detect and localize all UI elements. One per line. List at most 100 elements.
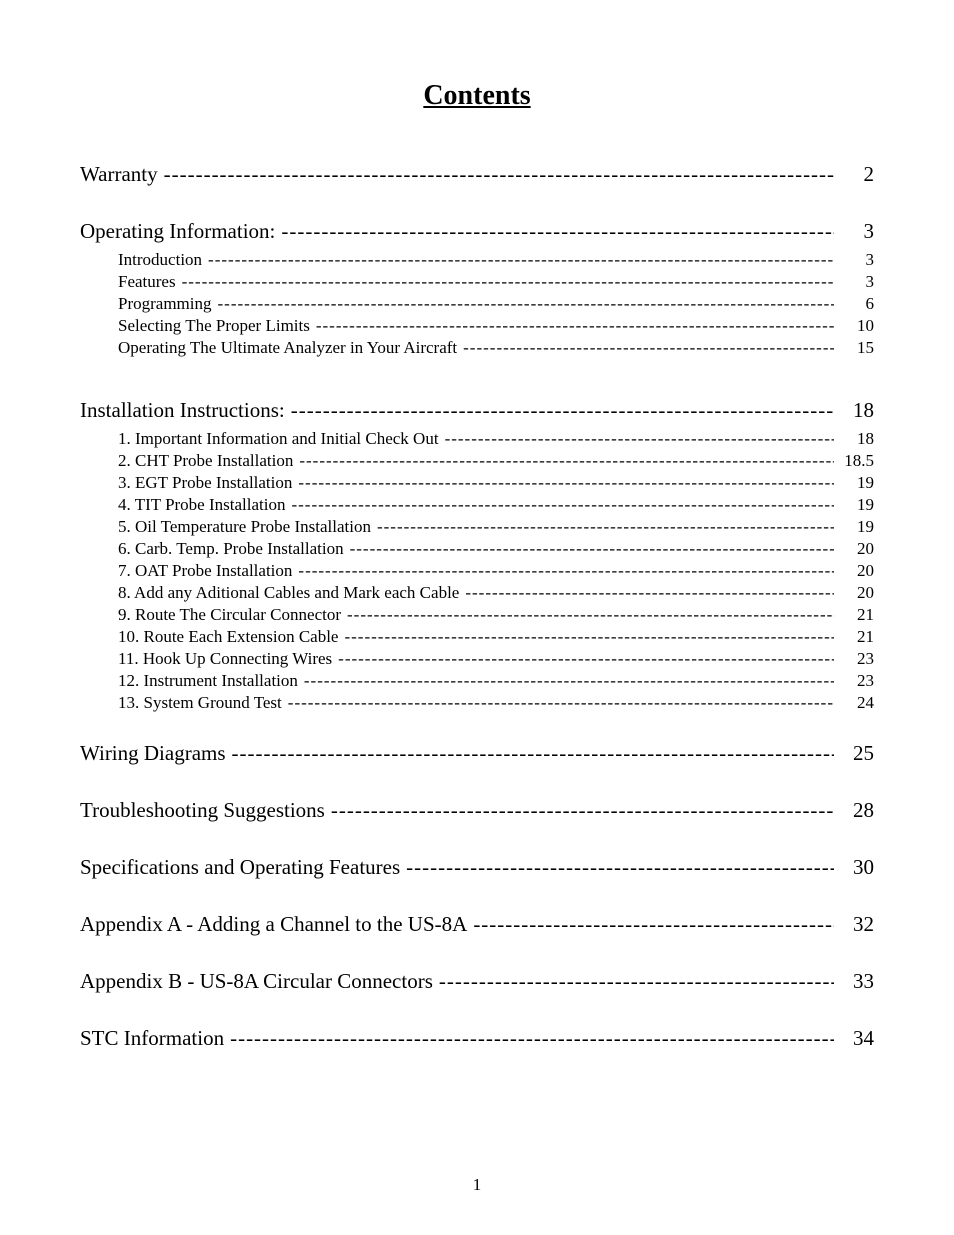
toc-leader-line: ----------------------------------------… — [164, 162, 834, 187]
toc-entry-page: 18.5 — [834, 451, 874, 471]
toc-leader-line: ----------------------------------------… — [465, 583, 834, 603]
toc-entry-page: 24 — [834, 693, 874, 713]
toc-entry-sub: Features--------------------------------… — [118, 272, 874, 292]
toc-entry-label: 10. Route Each Extension Cable — [118, 627, 344, 647]
toc-leader-line: ----------------------------------------… — [218, 294, 835, 314]
toc-entry-sub: Selecting The Proper Limits-------------… — [118, 316, 874, 336]
toc-entry-sub: 12. Instrument Installation-------------… — [118, 671, 874, 691]
toc-entry-label: 5. Oil Temperature Probe Installation — [118, 517, 377, 537]
toc-entry-label: 12. Instrument Installation — [118, 671, 304, 691]
toc-entry-sub: Introduction----------------------------… — [118, 250, 874, 270]
toc-entry-sub: Operating The Ultimate Analyzer in Your … — [118, 338, 874, 358]
toc-entry-main: Operating Information:------------------… — [80, 219, 874, 244]
toc-entry-label: 2. CHT Probe Installation — [118, 451, 299, 471]
toc-entry-page: 3 — [834, 250, 874, 270]
toc-leader-line: ----------------------------------------… — [473, 912, 834, 937]
toc-entry-sub: 9. Route The Circular Connector---------… — [118, 605, 874, 625]
toc-entry-page: 20 — [834, 561, 874, 581]
toc-entry-main: Warranty--------------------------------… — [80, 162, 874, 187]
toc-spacer — [80, 715, 874, 737]
toc-leader-line: ----------------------------------------… — [316, 316, 834, 336]
toc-entry-page: 23 — [834, 671, 874, 691]
toc-leader-line: ----------------------------------------… — [338, 649, 834, 669]
document-page: Contents Warranty-----------------------… — [0, 0, 954, 1235]
toc-entry-label: 13. System Ground Test — [118, 693, 288, 713]
toc-leader-line: ----------------------------------------… — [232, 741, 834, 766]
toc-entry-label: Programming — [118, 294, 218, 314]
toc-leader-line: ----------------------------------------… — [347, 605, 834, 625]
toc-entry-page: 20 — [834, 583, 874, 603]
toc-entry-page: 18 — [834, 398, 874, 423]
toc-spacer — [80, 772, 874, 794]
toc-entry-label: 7. OAT Probe Installation — [118, 561, 298, 581]
toc-leader-line: ----------------------------------------… — [377, 517, 834, 537]
toc-leader-line: ----------------------------------------… — [331, 798, 834, 823]
toc-entry-label: 8. Add any Aditional Cables and Mark eac… — [118, 583, 465, 603]
toc-leader-line: ----------------------------------------… — [281, 219, 834, 244]
toc-spacer — [80, 193, 874, 215]
toc-leader-line: ----------------------------------------… — [291, 398, 834, 423]
toc-entry-main: Appendix A - Adding a Channel to the US-… — [80, 912, 874, 937]
toc-leader-line: ----------------------------------------… — [350, 539, 834, 559]
toc-entry-page: 32 — [834, 912, 874, 937]
toc-entry-page: 2 — [834, 162, 874, 187]
toc-entry-sub: 10. Route Each Extension Cable----------… — [118, 627, 874, 647]
toc-entry-label: Appendix B - US-8A Circular Connectors — [80, 969, 439, 994]
toc-entry-main: Appendix B - US-8A Circular Connectors--… — [80, 969, 874, 994]
toc-entry-page: 15 — [834, 338, 874, 358]
toc-entry-label: Installation Instructions: — [80, 398, 291, 423]
toc-entry-label: 11. Hook Up Connecting Wires — [118, 649, 338, 669]
toc-entry-page: 19 — [834, 495, 874, 515]
toc-spacer — [80, 943, 874, 965]
toc-leader-line: ----------------------------------------… — [298, 561, 834, 581]
toc-entry-label: Features — [118, 272, 182, 292]
toc-entry-sub: 5. Oil Temperature Probe Installation---… — [118, 517, 874, 537]
toc-entry-main: STC Information-------------------------… — [80, 1026, 874, 1051]
toc-entry-page: 19 — [834, 473, 874, 493]
toc-leader-line: ----------------------------------------… — [463, 338, 834, 358]
toc-entry-label: 9. Route The Circular Connector — [118, 605, 347, 625]
toc-spacer — [80, 829, 874, 851]
toc-entry-label: STC Information — [80, 1026, 230, 1051]
toc-entry-main: Wiring Diagrams-------------------------… — [80, 741, 874, 766]
toc-entry-label: Operating Information: — [80, 219, 281, 244]
toc-leader-line: ----------------------------------------… — [288, 693, 834, 713]
toc-entry-sub: 11. Hook Up Connecting Wires------------… — [118, 649, 874, 669]
toc-entry-label: Selecting The Proper Limits — [118, 316, 316, 336]
toc-entry-label: Introduction — [118, 250, 208, 270]
toc-entry-sub: 3. EGT Probe Installation---------------… — [118, 473, 874, 493]
toc-leader-line: ----------------------------------------… — [291, 495, 834, 515]
toc-leader-line: ----------------------------------------… — [406, 855, 834, 880]
toc-spacer — [80, 1000, 874, 1022]
page-number: 1 — [0, 1175, 954, 1195]
toc-entry-sub: 1. Important Information and Initial Che… — [118, 429, 874, 449]
toc-entry-page: 18 — [834, 429, 874, 449]
toc-leader-line: ----------------------------------------… — [304, 671, 834, 691]
toc-entry-sub: 13. System Ground Test------------------… — [118, 693, 874, 713]
toc-entry-sub: 7. OAT Probe Installation---------------… — [118, 561, 874, 581]
toc-entry-page: 23 — [834, 649, 874, 669]
toc-entry-label: Specifications and Operating Features — [80, 855, 406, 880]
toc-entry-main: Troubleshooting Suggestions-------------… — [80, 798, 874, 823]
toc-entry-label: Operating The Ultimate Analyzer in Your … — [118, 338, 463, 358]
toc-leader-line: ----------------------------------------… — [208, 250, 834, 270]
page-title: Contents — [80, 80, 874, 112]
toc-entry-page: 33 — [834, 969, 874, 994]
toc-leader-line: ----------------------------------------… — [445, 429, 834, 449]
toc-entry-sub: 8. Add any Aditional Cables and Mark eac… — [118, 583, 874, 603]
table-of-contents: Warranty--------------------------------… — [80, 162, 874, 1051]
toc-entry-label: Wiring Diagrams — [80, 741, 232, 766]
toc-entry-page: 3 — [834, 219, 874, 244]
toc-entry-page: 19 — [834, 517, 874, 537]
toc-entry-sub: 2. CHT Probe Installation---------------… — [118, 451, 874, 471]
toc-entry-label: 3. EGT Probe Installation — [118, 473, 298, 493]
toc-leader-line: ----------------------------------------… — [439, 969, 834, 994]
toc-entry-label: 4. TIT Probe Installation — [118, 495, 291, 515]
toc-entry-sub: Programming-----------------------------… — [118, 294, 874, 314]
toc-entry-page: 30 — [834, 855, 874, 880]
toc-entry-page: 3 — [834, 272, 874, 292]
toc-entry-main: Installation Instructions:--------------… — [80, 398, 874, 423]
toc-entry-main: Specifications and Operating Features---… — [80, 855, 874, 880]
toc-entry-page: 6 — [834, 294, 874, 314]
toc-entry-page: 20 — [834, 539, 874, 559]
